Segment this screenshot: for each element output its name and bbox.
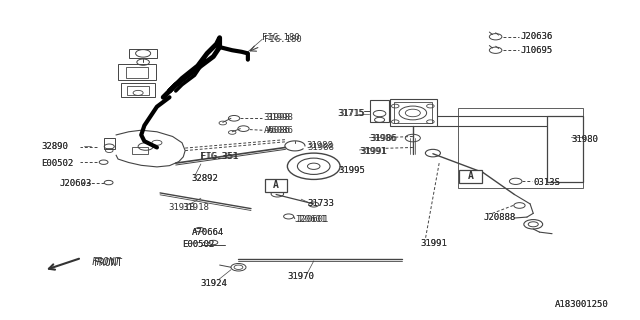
Text: A6086: A6086 (267, 126, 294, 135)
Text: 31715: 31715 (337, 109, 364, 118)
Bar (120, 83, 155, 97)
Text: 0313S: 0313S (533, 178, 560, 187)
Text: J20601: J20601 (295, 215, 327, 224)
Text: 31988: 31988 (307, 143, 334, 152)
Text: 31986: 31986 (370, 134, 397, 143)
Text: J10695: J10695 (521, 46, 553, 55)
Text: 31991: 31991 (360, 147, 387, 156)
Bar (129, 49, 157, 58)
Text: 31991: 31991 (420, 239, 447, 248)
Text: 31980: 31980 (571, 135, 598, 144)
Text: J20888: J20888 (483, 212, 515, 221)
Text: 0313S: 0313S (533, 178, 560, 187)
Text: J20636: J20636 (521, 32, 553, 41)
Text: 32892: 32892 (191, 174, 218, 183)
Bar (132, 148, 148, 154)
Text: 31733: 31733 (307, 199, 334, 208)
Bar (125, 67, 148, 78)
Text: FRONT: FRONT (94, 259, 124, 268)
Text: E00502: E00502 (41, 159, 73, 168)
Text: 31995: 31995 (339, 166, 365, 175)
Text: E00502: E00502 (182, 240, 214, 249)
Text: J20888: J20888 (483, 212, 515, 221)
Text: 31998: 31998 (267, 113, 294, 122)
Text: J20601: J20601 (296, 215, 328, 224)
Text: 31970: 31970 (288, 272, 315, 281)
Text: 31986: 31986 (369, 134, 396, 143)
Bar (458, 108, 584, 188)
Text: 31918: 31918 (182, 203, 209, 212)
Text: FIG.180: FIG.180 (262, 33, 300, 42)
Text: A70664: A70664 (191, 228, 223, 236)
Text: 31715: 31715 (339, 109, 365, 118)
Bar (370, 100, 389, 122)
Text: A183001250: A183001250 (555, 300, 609, 309)
Bar (547, 116, 584, 182)
Bar (394, 102, 431, 123)
Text: 31918: 31918 (168, 203, 195, 212)
Text: FIG.180: FIG.180 (264, 35, 301, 44)
Text: FIG.351: FIG.351 (200, 152, 237, 161)
Text: 32890: 32890 (41, 142, 68, 151)
Text: A: A (468, 171, 474, 181)
Text: J20603: J20603 (60, 179, 92, 188)
Text: A70664: A70664 (191, 228, 223, 236)
Text: 31998: 31998 (264, 113, 291, 122)
Text: J20636: J20636 (521, 32, 553, 41)
Bar (118, 64, 156, 80)
Bar (104, 138, 115, 149)
Text: A6086: A6086 (264, 126, 291, 135)
Text: 31988: 31988 (306, 141, 333, 150)
Text: 31924: 31924 (200, 279, 227, 288)
FancyBboxPatch shape (460, 170, 482, 183)
Text: 31991: 31991 (361, 147, 388, 156)
FancyBboxPatch shape (265, 179, 287, 192)
Bar (390, 99, 437, 125)
Text: FRONT: FRONT (91, 257, 120, 267)
Text: 31970: 31970 (288, 272, 315, 281)
Text: FIG.351: FIG.351 (201, 152, 239, 161)
Text: A: A (273, 180, 279, 190)
Text: 32890: 32890 (41, 142, 68, 151)
Text: E00502: E00502 (182, 240, 214, 249)
Text: 31924: 31924 (200, 279, 227, 288)
Bar (127, 86, 148, 95)
Text: J20603: J20603 (60, 179, 92, 188)
Text: 31980: 31980 (571, 135, 598, 144)
Text: 32892: 32892 (191, 174, 218, 183)
Text: J10695: J10695 (521, 46, 553, 55)
Text: E00502: E00502 (41, 159, 73, 168)
Text: 31995: 31995 (339, 166, 365, 175)
Text: 31991: 31991 (420, 239, 447, 248)
Text: A183001250: A183001250 (555, 300, 609, 309)
Text: 31733: 31733 (307, 199, 334, 208)
